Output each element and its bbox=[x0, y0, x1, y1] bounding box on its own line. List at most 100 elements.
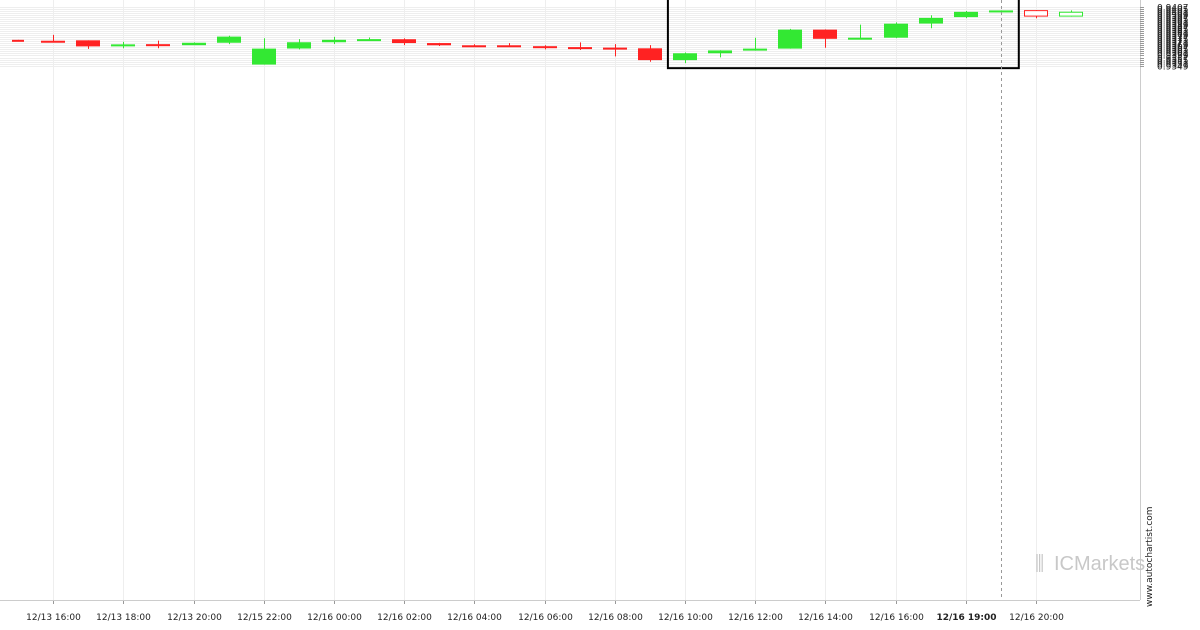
candle bbox=[392, 38, 416, 46]
candle-body bbox=[217, 36, 241, 43]
candle-body bbox=[462, 45, 486, 48]
candle-body bbox=[778, 29, 802, 49]
x-tick-label: 12/16 14:00 bbox=[798, 613, 853, 623]
y-tick-label: 0.9397 bbox=[1157, 14, 1189, 24]
x-tick-label: 12/16 19:00 bbox=[936, 613, 996, 623]
candle-body bbox=[743, 48, 767, 51]
y-tick-label: 0.9373 bbox=[1157, 38, 1189, 48]
y-tick-label: 0.9385 bbox=[1157, 26, 1189, 36]
candle-body bbox=[182, 42, 206, 46]
pattern-highlight bbox=[666, 0, 1020, 600]
y-tick-label: 0.9379 bbox=[1157, 32, 1189, 42]
y-tick-label: 0.9403 bbox=[1157, 8, 1189, 18]
candle bbox=[603, 44, 627, 57]
candle-body bbox=[1059, 11, 1083, 17]
candle bbox=[12, 39, 24, 42]
candle bbox=[1024, 10, 1048, 19]
x-tick-label: 12/16 20:00 bbox=[1009, 613, 1064, 623]
candle bbox=[217, 35, 241, 45]
candle-body bbox=[638, 48, 662, 61]
brand-suffix: Markets bbox=[1074, 553, 1145, 575]
x-tick-label: 12/15 22:00 bbox=[237, 613, 292, 623]
candle bbox=[146, 40, 170, 49]
candle-body bbox=[427, 43, 451, 46]
x-tick-label: 12/16 08:00 bbox=[588, 613, 643, 623]
candle-body bbox=[357, 39, 381, 42]
x-tick-label: 12/13 20:00 bbox=[167, 613, 222, 623]
y-tick-label: 0.9393 bbox=[1157, 18, 1189, 28]
y-tick-label: 0.9355 bbox=[1157, 57, 1189, 67]
y-tick-label: 0.9361 bbox=[1157, 50, 1189, 60]
x-tick-label: 12/13 16:00 bbox=[26, 613, 81, 623]
candle bbox=[708, 50, 732, 58]
candles bbox=[12, 10, 1083, 65]
candle-body bbox=[568, 47, 592, 50]
y-tick-label: 0.9377 bbox=[1157, 34, 1189, 44]
candle-body bbox=[41, 40, 65, 43]
y-tick-label: 0.9391 bbox=[1157, 20, 1189, 30]
x-axis: 12/13 16:00 12/13 18:00 12/13 20:00 12/15 2… bbox=[0, 600, 1140, 623]
candle bbox=[743, 37, 767, 51]
candle-body bbox=[111, 44, 135, 47]
candle-body bbox=[533, 46, 557, 49]
candle-body bbox=[392, 39, 416, 44]
x-tick-label: 12/13 18:00 bbox=[96, 613, 151, 623]
candle bbox=[533, 45, 557, 50]
candle-body bbox=[146, 44, 170, 47]
candle bbox=[919, 15, 943, 29]
y-tick-label: 0.9365 bbox=[1157, 46, 1189, 56]
y-tick-label: 0.9351 bbox=[1157, 61, 1189, 71]
candle bbox=[1059, 10, 1083, 17]
y-tick-label: 0.9381 bbox=[1157, 30, 1189, 40]
candle-body bbox=[322, 39, 346, 43]
candle bbox=[813, 29, 837, 48]
candle bbox=[568, 42, 592, 51]
candle-body bbox=[1024, 10, 1048, 17]
candle bbox=[287, 39, 311, 50]
brand-logo: ⫼ ICMarkets bbox=[1035, 553, 1145, 575]
y-tick-label: 0.9399 bbox=[1157, 12, 1189, 22]
x-tick-label: 12/16 02:00 bbox=[377, 613, 432, 623]
candle bbox=[638, 45, 662, 62]
candle bbox=[673, 52, 697, 64]
x-tick-label: 12/16 00:00 bbox=[307, 613, 362, 623]
candle bbox=[884, 22, 908, 39]
brand-text: ICMarkets bbox=[1054, 553, 1145, 575]
watermark-url: www.autochartist.com bbox=[1145, 506, 1155, 607]
brand-prefix: IC bbox=[1054, 553, 1074, 575]
candle bbox=[848, 24, 872, 40]
candle-body bbox=[813, 29, 837, 39]
candle bbox=[357, 37, 381, 42]
pattern-box bbox=[666, 0, 1020, 70]
candle bbox=[111, 41, 135, 49]
candle-body bbox=[12, 39, 24, 42]
y-tick-label: 0.9389 bbox=[1157, 22, 1189, 32]
y-tick-label: 0.9367 bbox=[1157, 44, 1189, 54]
candle bbox=[778, 28, 802, 49]
candle bbox=[252, 38, 276, 65]
y-tick-label: 0.9405 bbox=[1157, 6, 1189, 16]
candle bbox=[427, 42, 451, 46]
y-tick-label: 0.9349 bbox=[1157, 63, 1189, 73]
y-tick-label: 0.9401 bbox=[1157, 10, 1189, 20]
candle bbox=[76, 40, 100, 49]
y-tick-label: 0.9353 bbox=[1157, 59, 1189, 69]
y-tick-label: 0.9395 bbox=[1157, 16, 1189, 26]
x-tick-label: 12/16 12:00 bbox=[728, 613, 783, 623]
gridlines bbox=[0, 0, 1140, 600]
candle-body bbox=[919, 17, 943, 24]
candle bbox=[462, 44, 486, 48]
candle-body bbox=[252, 48, 276, 65]
y-tick-label: 0.9375 bbox=[1157, 36, 1189, 46]
brand-logo-mark: ⫼ bbox=[1035, 553, 1044, 575]
candle-body bbox=[603, 47, 627, 50]
candle-body bbox=[708, 50, 732, 54]
candle-body bbox=[848, 37, 872, 40]
candle-body bbox=[673, 53, 697, 61]
x-tick-label: 12/16 16:00 bbox=[869, 613, 924, 623]
candle-body bbox=[954, 11, 978, 18]
candle-body bbox=[76, 40, 100, 47]
y-tick-label: 0.9357 bbox=[1157, 55, 1189, 65]
candle bbox=[497, 43, 521, 48]
